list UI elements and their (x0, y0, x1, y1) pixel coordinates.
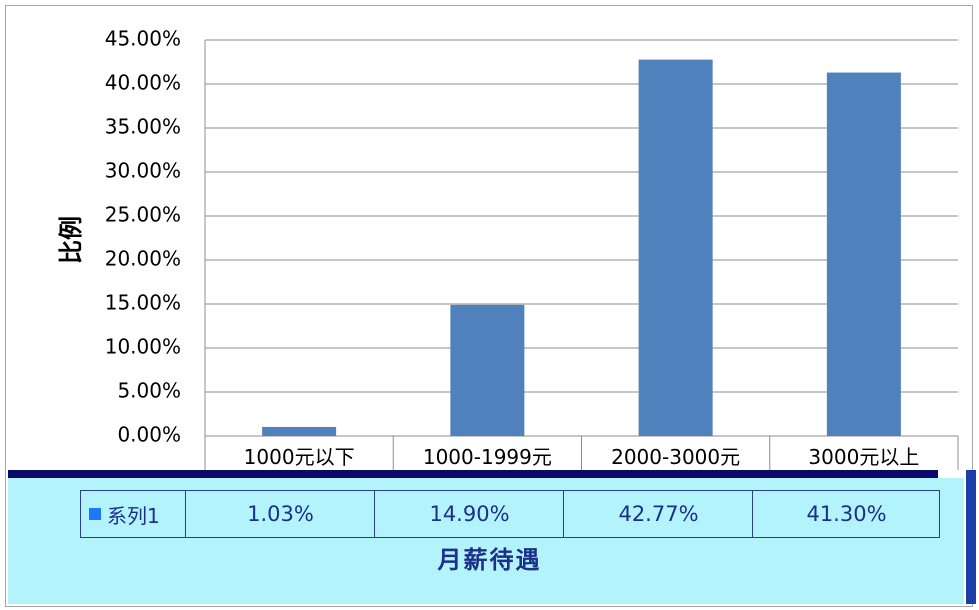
data-table-value-2: 14.90% (374, 491, 564, 537)
bars (262, 59, 901, 437)
x-axis-title: 月薪待遇 (437, 546, 542, 574)
bar (826, 72, 901, 436)
x-tick-label: 1000-1999元 (423, 445, 552, 469)
y-tick-label: 30.00% (105, 159, 181, 183)
y-tick-label: 45.00% (105, 27, 181, 51)
x-tick-label: 1000元以下 (244, 445, 355, 469)
data-table-value-4: 41.30% (752, 491, 940, 537)
x-tick-label: 2000-3000元 (611, 445, 740, 469)
bar (450, 304, 525, 436)
y-tick-label: 40.00% (105, 71, 181, 95)
y-tick-label: 20.00% (105, 247, 181, 271)
bar (638, 59, 713, 437)
data-table-value-3: 42.77% (563, 491, 753, 537)
legend-cell: 系列1 (81, 491, 185, 537)
y-tick-label: 0.00% (117, 423, 181, 447)
render-artifact-strip (966, 470, 976, 604)
legend-swatch (89, 508, 101, 520)
y-axis-title: 比例 (57, 216, 85, 264)
render-artifact-band (8, 470, 938, 478)
legend-series-name: 系列1 (107, 503, 160, 528)
y-tick-label: 5.00% (117, 379, 181, 403)
bar (262, 426, 337, 436)
y-tick-label: 10.00% (105, 335, 181, 359)
y-tick-label: 15.00% (105, 291, 181, 315)
x-tick-labels: 1000元以下 1000-1999元 2000-3000元 3000元以上 (244, 445, 920, 469)
data-table: 系列1 1.03% 14.90% 42.77% 41.30% (80, 490, 940, 538)
y-tick-label: 25.00% (105, 203, 181, 227)
x-tick-label: 3000元以上 (808, 445, 919, 469)
y-tick-label: 35.00% (105, 115, 181, 139)
y-tick-labels: 0.00% 5.00% 10.00% 15.00% 20.00% 25.00% 30.00%… (105, 27, 181, 447)
data-table-value-1: 1.03% (185, 491, 375, 537)
